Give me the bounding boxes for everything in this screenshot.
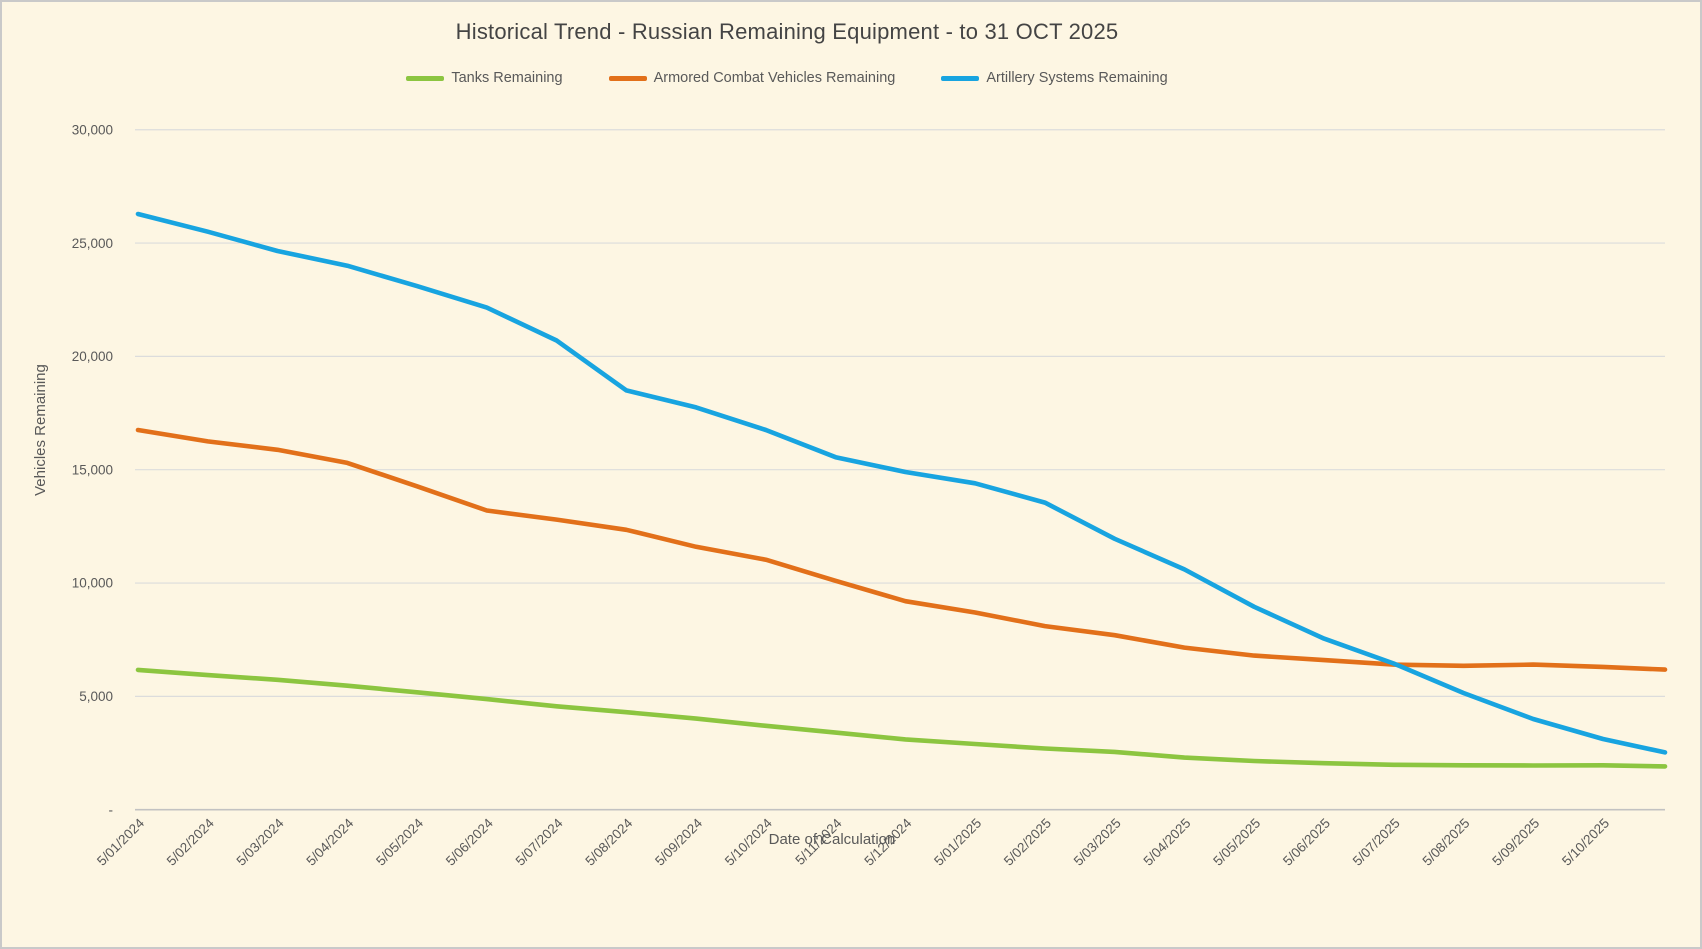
- y-tick-label: 15,000: [72, 462, 113, 477]
- x-tick-label: 5/02/2024: [164, 815, 217, 868]
- x-tick-label: 5/08/2024: [582, 815, 635, 868]
- x-tick-label: 5/08/2025: [1420, 816, 1473, 869]
- x-tick-label: 5/04/2024: [303, 815, 356, 868]
- x-tick-label: 5/02/2025: [1001, 816, 1054, 869]
- series-line-tanks: [135, 667, 1668, 769]
- legend-item-tanks: Tanks Remaining: [406, 70, 563, 86]
- x-tick-label: 5/09/2024: [652, 815, 705, 868]
- legend-label-artillery: Artillery Systems Remaining: [986, 70, 1168, 86]
- legend-swatch-acv: [608, 75, 647, 81]
- chart-title: Historical Trend - Russian Remaining Equ…: [455, 19, 1119, 44]
- legend-label-acv: Armored Combat Vehicles Remaining: [653, 70, 896, 86]
- y-tick-label: 30,000: [72, 122, 113, 137]
- x-tick-label: 5/04/2025: [1140, 816, 1193, 869]
- y-tick-label: 20,000: [72, 349, 113, 364]
- y-tick-label: 10,000: [72, 576, 113, 591]
- y-tick-label: 5,000: [79, 689, 113, 704]
- x-tick-label: 5/09/2025: [1489, 816, 1542, 869]
- x-tick-label: 5/03/2025: [1071, 816, 1124, 869]
- x-tick-label: 5/10/2024: [722, 815, 775, 868]
- legend-item-acv: Armored Combat Vehicles Remaining: [608, 70, 896, 86]
- y-tick-label: 25,000: [72, 236, 113, 251]
- series-line-artillery: [135, 211, 1668, 755]
- y-tick-label: -: [109, 802, 114, 817]
- legend-label-tanks: Tanks Remaining: [451, 70, 563, 86]
- x-tick-label: 5/05/2025: [1210, 816, 1263, 869]
- x-tick-label: 5/06/2025: [1280, 816, 1333, 869]
- x-tick-label: 5/03/2024: [234, 815, 287, 868]
- x-tick-label: 5/10/2025: [1559, 816, 1612, 869]
- x-tick-label: 5/07/2025: [1350, 816, 1403, 869]
- x-tick-label: 5/01/2025: [931, 816, 984, 869]
- x-tick-label: 5/01/2024: [94, 815, 147, 868]
- x-axis-title: Date of Calculation: [768, 831, 896, 848]
- series-line-acv: [135, 427, 1668, 672]
- x-tick-label: 5/11/2024: [792, 815, 845, 868]
- x-tick-label: 5/05/2024: [373, 815, 426, 868]
- legend: Tanks Remaining Armored Combat Vehicles …: [2, 70, 1572, 86]
- x-tick-label: 5/12/2024: [861, 815, 914, 868]
- legend-item-artillery: Artillery Systems Remaining: [941, 70, 1168, 86]
- x-tick-label: 5/07/2024: [513, 815, 566, 868]
- legend-swatch-artillery: [941, 75, 980, 81]
- x-tick-label: 5/06/2024: [443, 815, 496, 868]
- legend-swatch-tanks: [406, 75, 445, 81]
